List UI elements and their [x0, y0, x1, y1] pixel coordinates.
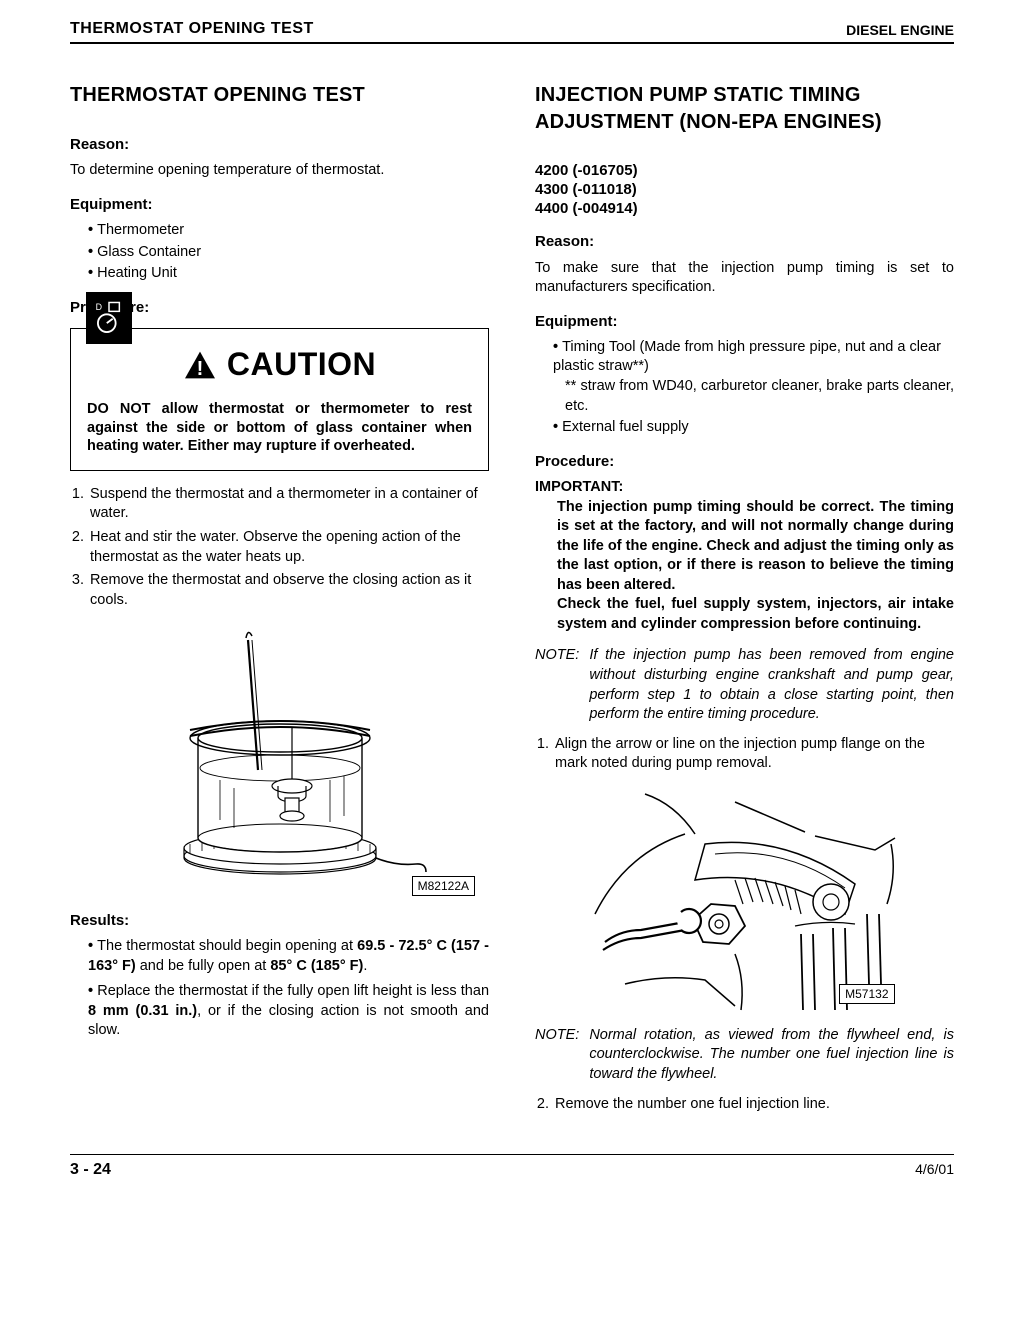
figure-injection-pump: M57132 — [535, 784, 954, 1014]
procedure-heading: Procedure: — [535, 452, 954, 472]
list-item: Heating Unit — [88, 264, 489, 284]
note-block: NOTE: If the injection pump has been rem… — [535, 646, 954, 724]
caution-box: ! CAUTION DO NOT allow thermostat or the… — [70, 328, 489, 471]
important-block: IMPORTANT: The injection pump timing sho… — [535, 478, 954, 635]
model: 4400 (-004914) — [535, 200, 954, 219]
text-bold: 8 mm (0.31 in.) — [88, 1003, 197, 1019]
text-bold: 85° C (185° F) — [270, 958, 363, 974]
figure-label: M57132 — [839, 984, 894, 1004]
note-body: If the injection pump has been removed f… — [589, 646, 954, 724]
svg-text:!: ! — [197, 358, 204, 380]
reason-text: To determine opening temperature of ther… — [70, 161, 489, 181]
procedure-steps-continued: Remove the number one fuel injection lin… — [535, 1095, 954, 1115]
model: 4200 (-016705) — [535, 162, 954, 181]
equipment-list: Thermometer Glass Container Heating Unit — [70, 221, 489, 284]
procedure-steps: Suspend the thermostat and a thermometer… — [70, 485, 489, 610]
reason-heading: Reason: — [535, 232, 954, 252]
step: Heat and stir the water. Observe the ope… — [88, 528, 489, 567]
reason-text: To make sure that the injection pump tim… — [535, 259, 954, 298]
right-column: INJECTION PUMP STATIC TIMING ADJUSTMENT … — [535, 82, 954, 1124]
header-right: DIESEL ENGINE — [846, 22, 954, 38]
list-item: Thermometer — [88, 221, 489, 241]
note-body: Normal rotation, as viewed from the flyw… — [589, 1026, 954, 1085]
warning-triangle-icon: ! — [183, 350, 217, 380]
results-heading: Results: — [70, 911, 489, 931]
reason-heading: Reason: — [70, 135, 489, 155]
list-item: Timing Tool (Made from high pressure pip… — [553, 338, 954, 416]
text: and be fully open at — [136, 958, 271, 974]
figure-thermostat-test: M82122A — [70, 620, 489, 897]
note-lead: NOTE: — [535, 1026, 579, 1085]
text: Timing Tool (Made from high pressure pip… — [553, 339, 941, 375]
step: Remove the thermostat and observe the cl… — [88, 571, 489, 610]
page-header: THERMOSTAT OPENING TEST DIESEL ENGINE — [70, 20, 954, 44]
svg-text:D: D — [96, 302, 102, 312]
page-date: 4/6/01 — [915, 1161, 954, 1179]
text: . — [363, 958, 367, 974]
text: The thermostat should begin opening at — [97, 938, 357, 954]
gauge-icon: D — [86, 292, 132, 344]
header-left: THERMOSTAT OPENING TEST — [70, 20, 314, 38]
caution-word: CAUTION — [227, 343, 376, 386]
list-item: Replace the thermostat if the fully open… — [88, 982, 489, 1041]
procedure-steps: Align the arrow or line on the injection… — [535, 735, 954, 774]
procedure-heading: Procedure: — [70, 298, 489, 318]
equipment-heading: Equipment: — [535, 312, 954, 332]
list-item: Glass Container — [88, 243, 489, 263]
page-footer: 3 - 24 4/6/01 — [70, 1154, 954, 1179]
page-number: 3 - 24 — [70, 1161, 111, 1179]
text-sub: ** straw from WD40, carburetor cleaner, … — [553, 377, 954, 416]
important-lead: IMPORTANT: — [535, 479, 623, 495]
model-list: 4200 (-016705) 4300 (-011018) 4400 (-004… — [535, 162, 954, 218]
left-column: THERMOSTAT OPENING TEST Reason: To deter… — [70, 82, 489, 1124]
list-item: The thermostat should begin opening at 6… — [88, 937, 489, 976]
step: Remove the number one fuel injection lin… — [553, 1095, 954, 1115]
step: Align the arrow or line on the injection… — [553, 735, 954, 774]
step: Suspend the thermostat and a thermometer… — [88, 485, 489, 524]
note-block: NOTE: Normal rotation, as viewed from th… — [535, 1026, 954, 1085]
important-body: The injection pump timing should be corr… — [535, 498, 954, 635]
model: 4300 (-011018) — [535, 181, 954, 200]
figure-label: M82122A — [412, 876, 475, 896]
left-title: THERMOSTAT OPENING TEST — [70, 82, 489, 109]
note-lead: NOTE: — [535, 646, 579, 724]
results-list: The thermostat should begin opening at 6… — [70, 937, 489, 1041]
list-item: External fuel supply — [553, 418, 954, 438]
equipment-list: Timing Tool (Made from high pressure pip… — [535, 338, 954, 438]
right-title: INJECTION PUMP STATIC TIMING ADJUSTMENT … — [535, 82, 954, 136]
text: Replace the thermostat if the fully open… — [97, 983, 489, 999]
equipment-heading: Equipment: — [70, 195, 489, 215]
caution-body: DO NOT allow thermostat or thermometer t… — [87, 400, 472, 456]
